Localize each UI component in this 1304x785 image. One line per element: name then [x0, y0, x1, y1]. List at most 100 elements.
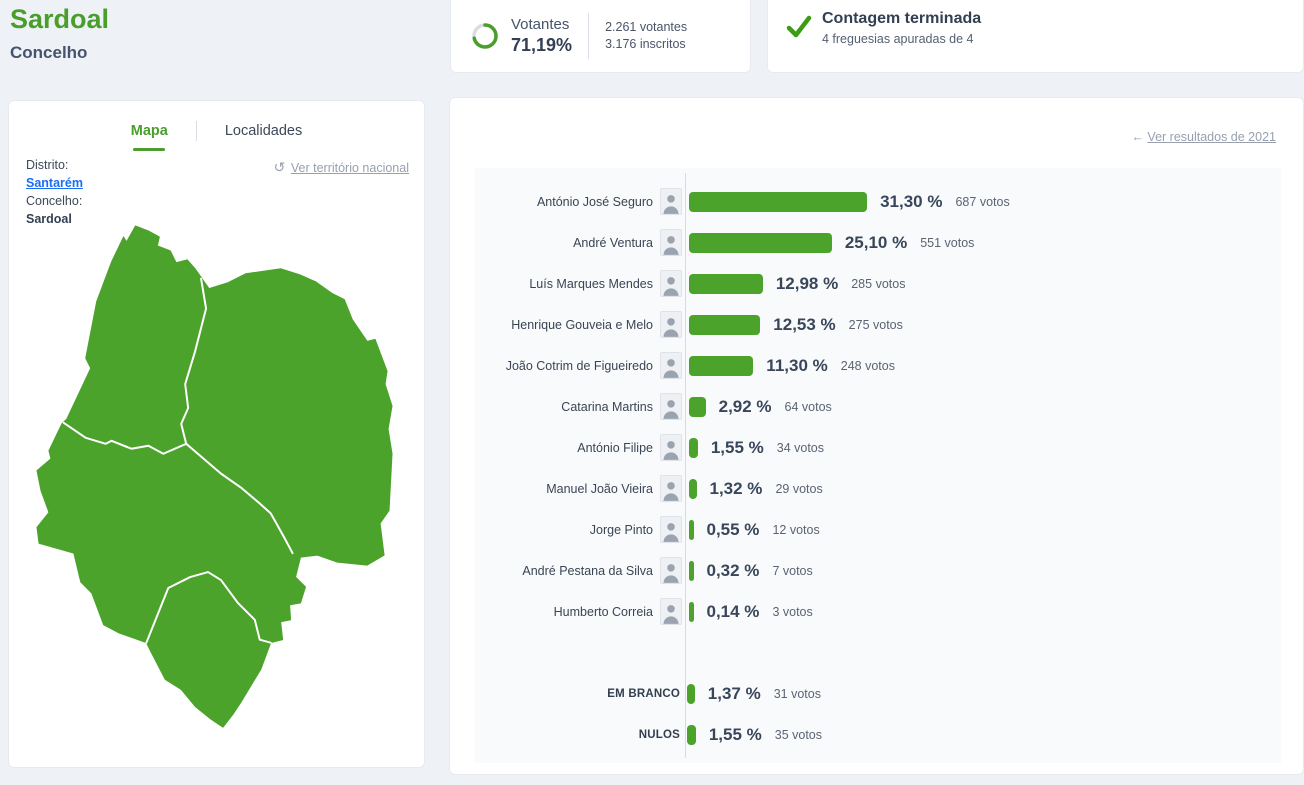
card-divider	[588, 13, 590, 59]
freguesia-borders	[62, 277, 294, 644]
candidate-name: Jorge Pinto	[589, 522, 653, 537]
candidate-photo	[660, 188, 682, 215]
concelho-label: Concelho:	[26, 194, 83, 208]
candidate-photo	[660, 557, 682, 584]
candidate-row: Jorge Pinto 0,55 % 12 votos	[475, 509, 1281, 550]
candidate-name: António Filipe	[577, 440, 653, 455]
map-outline	[36, 225, 393, 728]
candidate-photo	[660, 352, 682, 379]
result-votes: 64 votos	[784, 399, 832, 414]
inscritos-count: 3.176 inscritos	[605, 37, 686, 51]
result-bar	[689, 601, 694, 622]
candidate-name: Catarina Martins	[561, 399, 653, 414]
geo-info: Distrito: Santarém Concelho: Sardoal	[26, 156, 83, 228]
result-percent: 1,55 %	[708, 724, 762, 744]
tab-divider	[195, 121, 197, 141]
contagem-subtitle: 4 freguesias apuradas de 4	[822, 32, 974, 46]
candidate-row: André Ventura 25,10 % 551 votos	[475, 222, 1281, 263]
result-bar	[689, 519, 694, 540]
result-percent: 0,32 %	[706, 560, 760, 580]
tab-localidades[interactable]: Localidades	[224, 123, 303, 139]
result-percent: 1,32 %	[709, 478, 763, 498]
candidate-name: André Ventura	[573, 235, 653, 250]
result-votes: 35 votos	[774, 727, 823, 742]
candidate-photo	[660, 475, 682, 502]
result-bar	[689, 273, 763, 294]
undo-icon: ↺	[273, 159, 286, 175]
result-percent: 2,92 %	[718, 396, 772, 416]
results-panel: ← Ver resultados de 2021 António José Se…	[449, 97, 1304, 775]
result-percent: 12,98 %	[775, 273, 839, 293]
result-votes: 3 votos	[772, 604, 813, 619]
candidate-photo	[660, 229, 682, 256]
result-percent: 1,37 %	[707, 683, 761, 703]
votantes-count: 2.261 votantes	[605, 20, 688, 34]
map-panel: Mapa Localidades Distrito: Santarém Conc…	[8, 100, 425, 768]
other-row: EM BRANCO 1,37 % 31 votos	[475, 673, 1281, 714]
candidate-row: Luís Marques Mendes 12,98 % 285 votos	[475, 263, 1281, 304]
result-votes: 29 votos	[775, 481, 823, 496]
candidate-row: António José Seguro 31,30 % 687 votos	[475, 181, 1281, 222]
result-bar	[689, 355, 754, 376]
candidate-name: EM BRANCO	[607, 687, 680, 700]
result-bar	[689, 437, 698, 458]
result-bar	[689, 314, 761, 335]
reset-map-link[interactable]: ↺ Ver território nacional	[273, 159, 409, 175]
chart-gap	[475, 632, 1281, 673]
map-tabs: Mapa Localidades	[9, 121, 424, 141]
candidate-row: Catarina Martins 2,92 % 64 votos	[475, 386, 1281, 427]
tab-mapa[interactable]: Mapa	[103, 123, 196, 139]
result-bar	[689, 560, 694, 581]
candidate-photo	[660, 434, 682, 461]
candidate-row: Henrique Gouveia e Melo 12,53 % 275 voto…	[475, 304, 1281, 345]
votantes-card: Votantes 71,19% 2.261 votantes 3.176 ins…	[450, 0, 751, 73]
candidate-name: André Pestana da Silva	[522, 563, 653, 578]
result-bar	[689, 396, 706, 417]
candidate-row: António Filipe 1,55 % 34 votos	[475, 427, 1281, 468]
result-votes: 285 votos	[851, 276, 906, 291]
candidate-name: Manuel João Vieira	[546, 481, 653, 496]
result-percent: 31,30 %	[880, 191, 943, 211]
result-votes: 31 votos	[773, 686, 821, 701]
votantes-percent: 71,19%	[511, 35, 573, 55]
concelho-value: Sardoal	[26, 212, 72, 226]
votantes-label: Votantes	[511, 16, 570, 33]
results-2021-link[interactable]: ← Ver resultados de 2021	[1131, 130, 1276, 144]
check-icon	[786, 14, 812, 40]
result-percent: 0,14 %	[706, 601, 760, 621]
result-votes: 34 votos	[776, 440, 825, 455]
page-title: Sardoal	[10, 4, 110, 34]
candidate-name: João Cotrim de Figueiredo	[505, 358, 653, 373]
candidate-photo	[660, 270, 682, 297]
candidate-row: Humberto Correia 0,14 % 3 votos	[475, 591, 1281, 632]
candidate-row: João Cotrim de Figueiredo 11,30 % 248 vo…	[475, 345, 1281, 386]
turnout-ring-progress	[472, 23, 498, 49]
result-votes: 687 votos	[955, 194, 1010, 209]
district-link[interactable]: Santarém	[26, 176, 83, 190]
result-votes: 551 votos	[920, 235, 975, 250]
page-subtitle: Concelho	[10, 43, 88, 63]
chart-axis	[685, 173, 686, 758]
candidate-photo	[660, 516, 682, 543]
result-bar	[687, 724, 696, 745]
candidate-name: Henrique Gouveia e Melo	[511, 317, 653, 332]
result-votes: 275 votos	[848, 317, 903, 332]
candidate-name: António José Seguro	[536, 194, 653, 209]
result-votes: 12 votos	[772, 522, 820, 537]
contagem-title: Contagem terminada	[822, 10, 982, 27]
candidate-photo	[660, 393, 682, 420]
result-percent: 12,53 %	[773, 314, 836, 334]
candidate-row: André Pestana da Silva 0,32 % 7 votos	[475, 550, 1281, 591]
turnout-ring-icon	[471, 22, 499, 50]
concelho-map[interactable]	[23, 225, 413, 767]
result-bar	[689, 232, 832, 253]
result-votes: 248 votos	[840, 358, 895, 373]
left-arrow-icon: ←	[1131, 130, 1144, 144]
page-header: Sardoal Concelho	[10, 4, 109, 63]
district-label: Distrito:	[26, 158, 69, 172]
other-row: NULOS 1,55 % 35 votos	[475, 714, 1281, 755]
candidate-row: Manuel João Vieira 1,32 % 29 votos	[475, 468, 1281, 509]
other-rows: EM BRANCO 1,37 % 31 votos NULOS 1,55 % 3…	[475, 673, 1281, 755]
result-percent: 0,55 %	[706, 519, 760, 539]
candidate-name: NULOS	[638, 728, 680, 741]
